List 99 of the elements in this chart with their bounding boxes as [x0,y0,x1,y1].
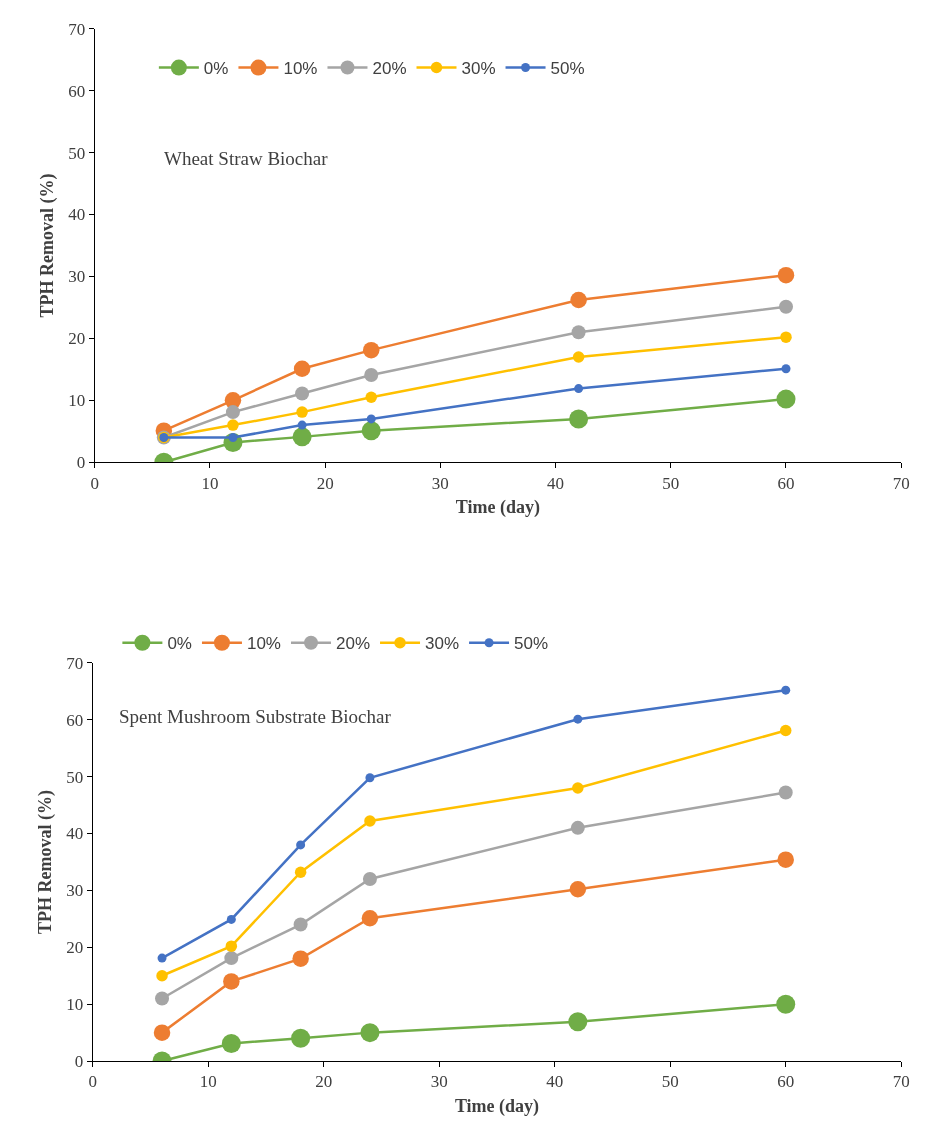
point [226,914,236,924]
y-tick-label: 20 [68,329,86,349]
y-tick-label: 10 [68,391,86,411]
point [292,427,312,447]
point [225,940,238,952]
point [573,714,583,724]
point [228,432,238,442]
point [155,991,170,1006]
point [361,910,379,927]
legend-label: 20% [335,634,371,654]
point [296,840,306,850]
text: Spent Mushroom Substrate Biochar [119,706,392,727]
point [157,953,167,963]
point [778,785,793,800]
point [295,386,310,401]
x-tick-label: 30 [430,1072,448,1092]
point [780,331,792,343]
point [153,1024,171,1041]
legend-label: 0% [203,59,229,79]
x-tick-label: 70 [892,1072,910,1092]
point [572,351,585,363]
point [293,917,308,932]
point [781,364,791,374]
legend-label: 30% [425,634,460,654]
x-tick-label: 0 [90,473,99,493]
point [571,325,586,340]
x-tick-label: 50 [661,1072,679,1092]
point [779,724,792,737]
legend-label: 50% [514,634,549,654]
x-tick-label: 60 [777,1072,795,1092]
point [570,820,585,835]
x-tick-label: 10 [199,1072,217,1092]
point [569,881,587,898]
y-tick-label: 20 [66,938,84,958]
point [365,773,375,783]
point [362,872,377,887]
text: Wheat Straw Biochar [164,148,329,169]
x-tick-label: 50 [662,473,680,493]
legend-label: 50% [550,59,585,79]
point [365,391,377,403]
y-tick-label: 0 [76,453,86,473]
x-axis-title: Time (day) [455,496,541,518]
x-tick-label: 70 [892,473,910,493]
y-tick-label: 50 [66,767,84,787]
point [569,409,589,429]
y-axis-title: TPH Removal (%) [36,173,58,318]
y-tick-label: 40 [68,205,86,225]
y-axis-title: TPH Removal (%) [34,789,56,934]
point [781,685,791,695]
y-tick-label: 0 [74,1052,84,1072]
legend-label: 10% [283,59,318,79]
point [223,973,240,990]
y-tick-label: 40 [66,824,84,844]
point [291,1028,311,1048]
y-tick-label: 70 [68,19,86,39]
point [777,851,794,868]
point [293,360,311,377]
x-tick-label: 20 [315,1072,333,1092]
y-tick-label: 30 [68,267,86,287]
y-tick-label: 30 [66,881,84,901]
point [156,969,168,982]
point [572,782,584,794]
x-tick-label: 30 [431,473,449,493]
legend-label: 0% [167,634,192,654]
point [364,815,376,827]
point [779,299,793,314]
point [361,421,381,441]
point [360,1023,380,1043]
point [224,951,239,966]
point [570,291,587,309]
y-tick-label: 60 [68,81,86,101]
point [294,866,307,878]
x-tick-label: 60 [777,473,795,493]
point [366,414,376,424]
point [776,389,796,409]
x-tick-label: 40 [546,1072,564,1092]
point [221,1033,241,1053]
y-tick-label: 10 [66,995,84,1015]
point [776,994,796,1014]
point [777,266,795,284]
x-axis-title: Time (day) [454,1095,540,1117]
legend-label: 10% [246,634,281,654]
x-tick-label: 40 [547,473,565,493]
point [362,341,380,359]
point [292,950,309,967]
point [225,405,240,420]
legend-label: 30% [461,59,496,79]
point [364,367,379,382]
x-tick-label: 10 [201,473,219,493]
point [297,420,307,430]
point [574,384,584,394]
x-tick-label: 20 [316,473,334,493]
y-tick-label: 70 [66,653,84,673]
y-tick-label: 60 [66,710,84,730]
point [227,419,239,431]
point [568,1012,588,1032]
point [296,406,308,418]
legend-label: 20% [372,59,407,79]
y-tick-label: 50 [68,143,86,163]
